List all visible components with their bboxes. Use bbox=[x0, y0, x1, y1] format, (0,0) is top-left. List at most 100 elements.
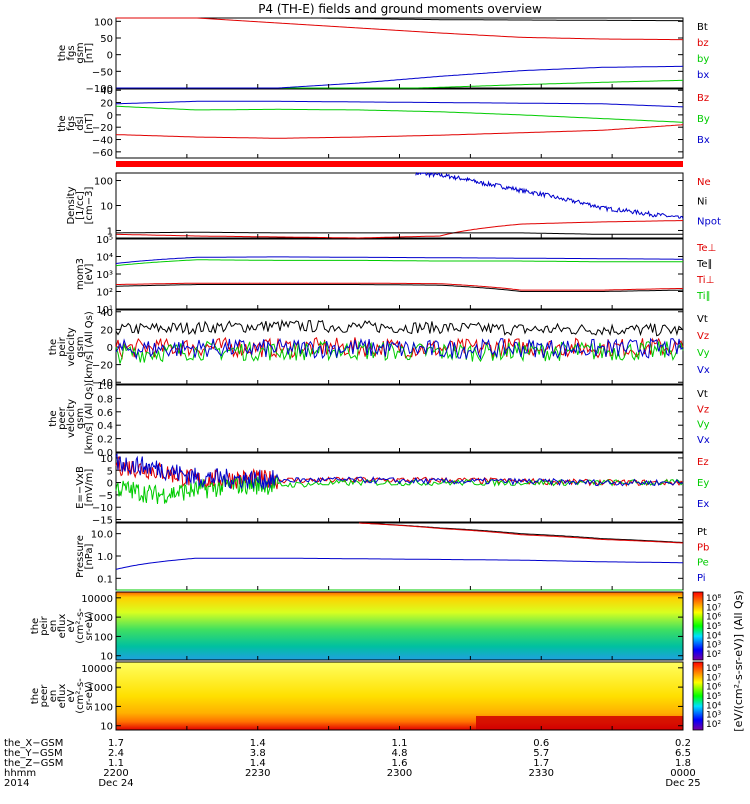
panel-efield: 105 0−5−10 −15 E=−VxB[mV/m] Ez Ey Ex bbox=[75, 452, 709, 527]
y-axis-label: eV bbox=[66, 619, 77, 632]
series-line-By bbox=[116, 105, 684, 123]
y-tick-label: 0 bbox=[107, 51, 113, 62]
y-tick-label: 40 bbox=[100, 308, 113, 319]
y-axis-label: [eV] bbox=[84, 264, 95, 285]
y-axis-label: the bbox=[30, 688, 41, 704]
y-tick-label: −5 bbox=[98, 491, 113, 502]
y-tick-label: 5 bbox=[107, 466, 113, 477]
y-tick-label: 0 bbox=[107, 479, 113, 490]
y-axis-label: peer bbox=[39, 684, 50, 708]
y-tick-label: 100 bbox=[94, 17, 113, 28]
colorbar-tick: 10⁶ bbox=[706, 683, 721, 693]
y-tick-label: −10 bbox=[92, 503, 113, 514]
y-axis-label: eV bbox=[66, 689, 77, 702]
y-axis-label: [nT] bbox=[84, 113, 95, 133]
y-tick-label: 1.0 bbox=[97, 552, 113, 563]
y-tick-label: −20 bbox=[92, 123, 113, 134]
series-line-Npot bbox=[415, 171, 684, 219]
panel-density: 100 10 1 Density[1/cc][cm−3] Ne Ni Npot bbox=[66, 171, 721, 239]
panel-peer_eflux: 10000 1000 100 10 thepeerenefluxeV(cm²-s-sr-… bbox=[30, 661, 684, 733]
y-tick-label: 100 bbox=[94, 177, 113, 188]
y-tick-label: 10000 bbox=[81, 594, 113, 605]
series-line-Vx bbox=[115, 337, 684, 361]
y-tick-label: 10000 bbox=[81, 664, 113, 675]
y-tick-label: 1 bbox=[107, 226, 113, 237]
y-axis-label: velocity bbox=[66, 327, 77, 366]
y-tick-label: −50 bbox=[92, 67, 113, 78]
ephemeris-value: 0.2 bbox=[675, 738, 691, 749]
legend-entry: Vt bbox=[697, 314, 708, 325]
y-axis-label: gsm bbox=[75, 336, 86, 357]
y-axis-label: the bbox=[48, 339, 59, 355]
ephemeris-value: 1.8 bbox=[675, 758, 691, 769]
ephemeris-value: 1.4 bbox=[250, 758, 266, 769]
series-line-bx bbox=[116, 65, 684, 89]
y-tick-label: 10⁵ bbox=[96, 235, 113, 246]
legend-entry: Bt bbox=[697, 22, 708, 33]
y-tick-label: 1.0 bbox=[97, 381, 113, 392]
y-tick-label: 100 bbox=[94, 702, 113, 713]
y-axis-label: Pressure bbox=[75, 535, 86, 578]
legend-entry: Te∥ bbox=[696, 259, 713, 270]
y-axis-label: gsm bbox=[75, 42, 86, 63]
series-line-Ex bbox=[115, 452, 684, 490]
ephemeris-row-label: the_X−GSM bbox=[4, 738, 63, 749]
y-tick-label: 10¹ bbox=[96, 305, 113, 316]
y-tick-label: −40 bbox=[92, 378, 113, 389]
legend-entry: Te⊥ bbox=[696, 243, 716, 254]
ephemeris-row-label: hhmm bbox=[4, 768, 36, 779]
series-line-Pe bbox=[115, 557, 683, 570]
legend-entry: Pb bbox=[697, 542, 709, 553]
legend-entry: Ti⊥ bbox=[696, 275, 714, 286]
y-tick-label: 0.8 bbox=[97, 394, 113, 405]
y-axis-label: E=−VxB bbox=[75, 466, 86, 509]
colorbar-label: [eV/(cm²-s-sr-eV)] (All Qs) bbox=[732, 590, 745, 731]
legend-entry: Pt bbox=[697, 527, 707, 538]
y-axis-label: eflux bbox=[57, 684, 68, 709]
panel-peir_eflux: 10000 1000 100 10 thepeirenefluxeV(cm²-s-sr-… bbox=[30, 591, 684, 663]
y-axis-label: (cm²-s- bbox=[75, 678, 86, 714]
colorbar-tick: 10⁴ bbox=[706, 631, 721, 641]
y-axis-label: (cm²-s- bbox=[75, 608, 86, 644]
y-axis-label: peer bbox=[57, 406, 68, 430]
legend-entry: bx bbox=[697, 70, 709, 81]
y-axis-label: [nT] bbox=[84, 43, 95, 63]
y-tick-label: 1000 bbox=[88, 683, 113, 694]
y-axis-label: peir bbox=[39, 615, 50, 635]
y-axis-label: [1/cc] bbox=[75, 191, 86, 220]
plot-title: P4 (TH-E) fields and ground moments over… bbox=[258, 2, 542, 16]
ephemeris-value: Dec 24 bbox=[98, 778, 133, 789]
series-line-Bt bbox=[116, 17, 683, 22]
series-line-Te∥ bbox=[115, 259, 683, 267]
y-axis-label: the bbox=[57, 45, 68, 61]
spectrogram-low-energy-band bbox=[476, 716, 683, 730]
legend-entry: Vx bbox=[697, 365, 710, 376]
y-tick-label: 0 bbox=[107, 111, 113, 122]
ephemeris-value: 4.8 bbox=[392, 748, 408, 759]
ephemeris-row-label: the_Y−GSM bbox=[4, 748, 63, 759]
series-line-Ti∥ bbox=[116, 284, 683, 292]
series-line-bz bbox=[116, 17, 684, 41]
ephemeris-value: 1.4 bbox=[250, 738, 266, 749]
y-axis-label: [nPa] bbox=[84, 543, 95, 569]
colorbar-tick: 10⁸ bbox=[706, 594, 721, 604]
legend-entry: Ti∥ bbox=[696, 291, 711, 302]
y-axis-label: dsl bbox=[75, 116, 86, 130]
y-axis-label: mom3 bbox=[75, 258, 86, 290]
spectrogram-peir_eflux bbox=[116, 592, 683, 660]
series-line-Bz bbox=[115, 124, 684, 139]
ephemeris-row-label: the_Z−GSM bbox=[4, 758, 63, 769]
legend-entry: Ey bbox=[697, 478, 709, 489]
y-tick-label: 0.6 bbox=[97, 408, 113, 419]
colorbars: [eV/(cm²-s-sr-eV)] (All Qs) 10⁸10⁷10⁶10⁵… bbox=[692, 590, 745, 732]
y-tick-label: 40 bbox=[100, 86, 113, 97]
y-tick-label: 0.2 bbox=[97, 435, 113, 446]
y-tick-label: 0.4 bbox=[97, 421, 113, 432]
colorbar-tick: 10⁶ bbox=[706, 613, 721, 623]
ephemeris-row-label: 2014 bbox=[4, 778, 29, 789]
y-tick-label: −15 bbox=[92, 516, 113, 527]
y-axis-label: [km/s] (All Qs) bbox=[84, 383, 95, 455]
